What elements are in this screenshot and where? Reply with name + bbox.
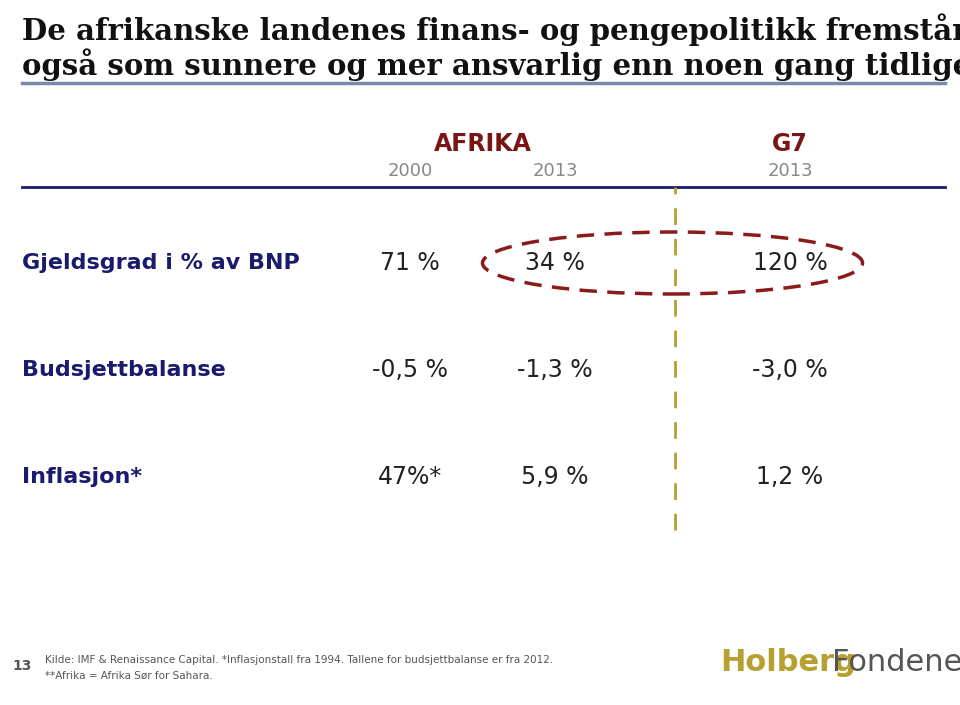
Text: -0,5 %: -0,5 %: [372, 358, 448, 382]
Text: 120 %: 120 %: [753, 251, 828, 275]
Text: 1,2 %: 1,2 %: [756, 465, 824, 489]
Text: -1,3 %: -1,3 %: [517, 358, 593, 382]
Text: Holberg: Holberg: [720, 648, 856, 677]
Text: Fondene: Fondene: [832, 648, 960, 677]
Text: 13: 13: [12, 659, 32, 673]
Text: Inflasjon*: Inflasjon*: [22, 467, 142, 487]
Text: 2000: 2000: [388, 162, 433, 180]
Text: Kilde: IMF & Renaissance Capital. *Inflasjonstall fra 1994. Tallene for budsjett: Kilde: IMF & Renaissance Capital. *Infla…: [45, 655, 553, 665]
Text: Budsjettbalanse: Budsjettbalanse: [22, 360, 226, 380]
Text: 34 %: 34 %: [525, 251, 585, 275]
Text: -3,0 %: -3,0 %: [752, 358, 828, 382]
Text: Gjeldsgrad i % av BNP: Gjeldsgrad i % av BNP: [22, 253, 300, 273]
Text: **Afrika = Afrika Sør for Sahara.: **Afrika = Afrika Sør for Sahara.: [45, 671, 213, 681]
Text: G7: G7: [772, 132, 808, 156]
Text: også som sunnere og mer ansvarlig enn noen gang tidligere: også som sunnere og mer ansvarlig enn no…: [22, 48, 960, 80]
Text: 2013: 2013: [532, 162, 578, 180]
Text: 47%*: 47%*: [378, 465, 443, 489]
Text: AFRIKA: AFRIKA: [434, 132, 532, 156]
Text: 2013: 2013: [767, 162, 813, 180]
Text: 71 %: 71 %: [380, 251, 440, 275]
Text: 5,9 %: 5,9 %: [521, 465, 588, 489]
Text: De afrikanske landenes finans- og pengepolitikk fremstår: De afrikanske landenes finans- og pengep…: [22, 13, 960, 46]
